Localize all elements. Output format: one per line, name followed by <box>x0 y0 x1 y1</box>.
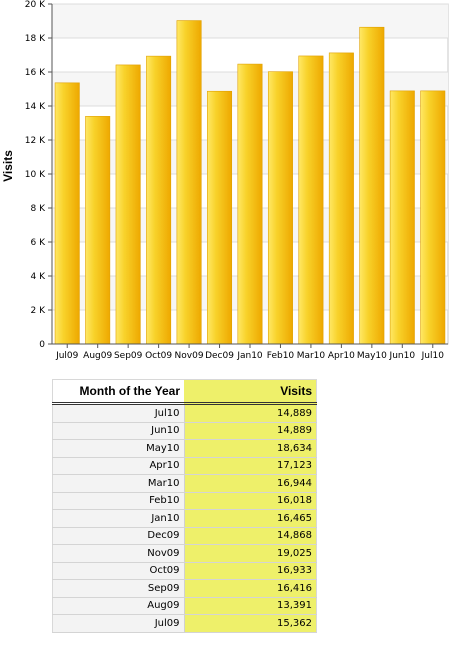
x-tick-label: Dec09 <box>205 351 234 361</box>
month-cell: Jul09 <box>52 614 185 633</box>
table-row: Jul09 15,362 <box>52 614 317 633</box>
x-tick-label: Mar10 <box>297 351 326 361</box>
table-row: Jan10 16,465 <box>52 509 317 528</box>
visits-bar-chart: 0 2 K 4 K 6 K 8 K 10 K 12 K 14 K 16 K 18 K 20 K Ju… <box>1 0 449 361</box>
axes <box>48 3 448 348</box>
visits-cell: 17,123 <box>184 457 317 475</box>
month-cell: Jun10 <box>52 422 185 440</box>
bar-Jan10[interactable] <box>237 63 263 345</box>
visits-column-header[interactable]: Visits <box>184 379 317 405</box>
table-row: May10 18,634 <box>52 439 317 458</box>
visits-cell: 15,362 <box>184 614 317 633</box>
visits-cell: 14,868 <box>184 527 317 545</box>
month-cell: Apr10 <box>52 457 185 475</box>
y-tick-label: 20 K <box>25 0 46 10</box>
x-tick-label: Nov09 <box>175 351 204 361</box>
visits-cell: 16,416 <box>184 579 317 598</box>
visits-cell: 13,391 <box>184 597 317 615</box>
visits-table-container: Month of the Year Visits Jul10 14,889 Jun1… <box>52 379 317 633</box>
bar-Mar10[interactable] <box>298 55 324 345</box>
month-cell: Jan10 <box>52 509 185 528</box>
month-cell: Aug09 <box>52 597 185 615</box>
visits-table: Month of the Year Visits Jul10 14,889 Jun1… <box>52 379 317 633</box>
x-tick-label: Oct09 <box>145 351 172 361</box>
month-column-header[interactable]: Month of the Year <box>52 379 184 405</box>
visits-cell: 16,933 <box>184 562 317 580</box>
month-cell: Dec09 <box>52 527 185 545</box>
x-tick-label: Jul09 <box>55 351 79 361</box>
y-tick-label: 18 K <box>25 34 46 44</box>
y-tick-label: 14 K <box>25 102 46 112</box>
y-tick-label: 16 K <box>25 68 46 78</box>
x-tick-label: May10 <box>357 351 387 361</box>
month-cell: Oct09 <box>52 562 185 580</box>
table-body: Jul10 14,889 Jun10 14,889 May10 18,634 Apr10 17… <box>52 403 317 633</box>
y-tick-label: 6 K <box>31 238 47 248</box>
table-row: Oct09 16,933 <box>52 562 317 580</box>
table-row: Apr10 17,123 <box>52 457 317 475</box>
bar-May10[interactable] <box>359 26 385 345</box>
visits-cell: 16,465 <box>184 509 317 528</box>
visits-cell: 16,018 <box>184 492 317 510</box>
bar-Nov09[interactable] <box>176 20 202 345</box>
y-tick-label: 12 K <box>25 136 46 146</box>
visits-cell: 16,944 <box>184 474 317 493</box>
visits-cell: 19,025 <box>184 544 317 563</box>
x-tick-label: Sep09 <box>114 351 143 361</box>
month-cell: May10 <box>52 439 185 458</box>
bar-Sep09[interactable] <box>115 64 141 345</box>
bar-Jul09[interactable] <box>54 82 80 345</box>
table-header-row: Month of the Year Visits <box>52 379 317 405</box>
x-tick-label: Apr10 <box>328 351 355 361</box>
bar-Aug09[interactable] <box>85 116 111 345</box>
x-tick-label: Aug09 <box>83 351 112 361</box>
y-tick-labels: 0 2 K 4 K 6 K 8 K 10 K 12 K 14 K 16 K 18 K 20 K <box>25 0 46 350</box>
month-cell: Sep09 <box>52 579 185 598</box>
x-tick-label: Jun10 <box>389 351 416 361</box>
visits-cell: 18,634 <box>184 439 317 458</box>
table-row: Jul10 14,889 <box>52 403 317 423</box>
y-tick-label: 8 K <box>31 204 47 214</box>
table-row: Nov09 19,025 <box>52 544 317 563</box>
month-cell: Feb10 <box>52 492 185 510</box>
y-tick-label: 0 <box>39 340 45 350</box>
x-tick-label: Jul10 <box>421 351 445 361</box>
grid-band <box>52 4 448 38</box>
x-tick-labels: Jul09 Aug09 Sep09 Oct09 Nov09 Dec09 Jan10 Feb10… <box>55 351 444 361</box>
y-tick-label: 10 K <box>25 170 46 180</box>
bar-Feb10[interactable] <box>267 71 293 345</box>
table-row: Jun10 14,889 <box>52 422 317 440</box>
bar-Apr10[interactable] <box>328 52 354 345</box>
month-cell: Jul10 <box>52 403 185 423</box>
bars <box>54 20 446 345</box>
y-axis-title: Visits <box>1 150 15 182</box>
bar-Oct09[interactable] <box>146 55 172 345</box>
table-row: Dec09 14,868 <box>52 527 317 545</box>
visits-cell: 14,889 <box>184 422 317 440</box>
table-row: Mar10 16,944 <box>52 474 317 493</box>
y-tick-label: 2 K <box>31 306 47 316</box>
table-row: Aug09 13,391 <box>52 597 317 615</box>
month-cell: Nov09 <box>52 544 185 563</box>
bar-Jun10[interactable] <box>389 90 415 345</box>
table-row: Feb10 16,018 <box>52 492 317 510</box>
visits-cell: 14,889 <box>184 403 317 423</box>
y-tick-label: 4 K <box>31 272 47 282</box>
bar-Jul10[interactable] <box>420 90 446 345</box>
month-cell: Mar10 <box>52 474 185 493</box>
x-tick-label: Jan10 <box>236 351 263 361</box>
x-tick-label: Feb10 <box>267 351 295 361</box>
table-row: Sep09 16,416 <box>52 579 317 598</box>
bar-Dec09[interactable] <box>207 90 233 345</box>
